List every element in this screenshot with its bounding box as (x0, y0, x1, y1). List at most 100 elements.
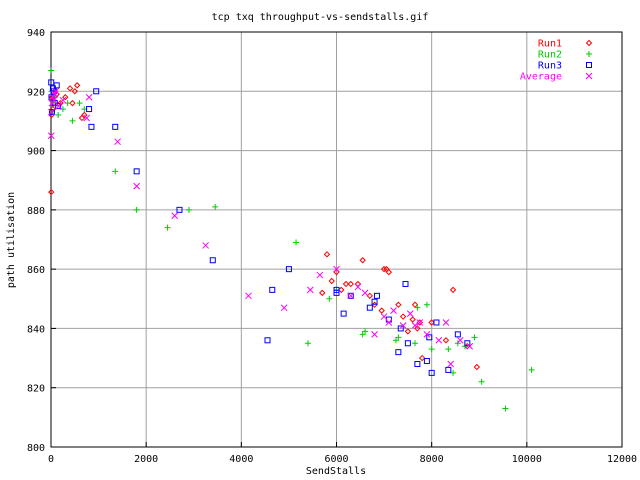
y-axis-label: path utilisation (6, 192, 17, 288)
data-point (48, 67, 55, 74)
data-point (456, 336, 464, 344)
data-point (59, 96, 67, 104)
data-point (366, 304, 373, 311)
y-tick-label: 800 (27, 443, 45, 454)
data-point (423, 301, 430, 308)
series-run3 (48, 79, 471, 376)
data-point (359, 257, 366, 264)
data-point (390, 307, 397, 314)
data-point (397, 325, 404, 332)
data-point (428, 319, 435, 326)
data-point (48, 94, 55, 101)
data-point (55, 103, 62, 110)
data-point (442, 337, 450, 344)
data-point (433, 319, 440, 326)
data-point (55, 102, 62, 110)
data-point (319, 289, 326, 297)
data-point (473, 363, 481, 371)
legend-label: Run2 (538, 50, 562, 61)
y-tick-label: 820 (27, 384, 45, 395)
data-point (293, 239, 300, 246)
legend-marker (585, 72, 593, 80)
data-point (442, 319, 450, 326)
data-point (62, 94, 69, 101)
data-point (347, 280, 354, 288)
series-run1 (48, 82, 481, 371)
data-point (212, 203, 219, 210)
x-tick-label: 8000 (420, 454, 444, 465)
data-point (464, 340, 471, 347)
axis-ticks: 0 2000 4000 6000 8000 10000 12000 800 820 840 860 8… (27, 28, 637, 465)
data-point (66, 85, 74, 92)
data-point (185, 206, 192, 213)
data-point (48, 109, 55, 116)
data-point (395, 349, 402, 356)
data-point (449, 286, 457, 294)
data-point (385, 319, 393, 326)
data-point (264, 337, 271, 344)
data-point (445, 366, 452, 373)
data-point (133, 168, 140, 175)
data-point (83, 114, 91, 122)
data-points (47, 67, 535, 412)
data-point (454, 331, 461, 338)
data-point (373, 292, 380, 299)
data-point (385, 268, 393, 276)
data-point (399, 313, 407, 320)
data-point (423, 358, 430, 365)
data-point (93, 88, 100, 95)
data-point (399, 322, 407, 329)
series-average (47, 87, 474, 368)
y-tick-label: 940 (27, 28, 45, 39)
y-tick-label: 880 (27, 206, 45, 217)
data-point (428, 346, 435, 353)
data-point (71, 88, 78, 95)
legend-label: Average (520, 72, 562, 83)
data-point (445, 346, 452, 353)
x-tick-label: 0 (48, 454, 54, 465)
data-point (435, 336, 443, 344)
data-point (171, 212, 179, 220)
x-tick-label: 12000 (607, 454, 637, 465)
data-point (86, 106, 93, 113)
data-point (428, 369, 435, 376)
data-point (269, 286, 276, 293)
data-point (418, 354, 426, 362)
data-point (88, 123, 95, 130)
data-point (414, 361, 421, 367)
y-tick-label: 900 (27, 147, 45, 158)
data-point (466, 342, 474, 350)
grid (51, 32, 622, 447)
data-point (412, 340, 419, 347)
data-point (73, 82, 81, 89)
x-tick-label: 2000 (134, 454, 158, 465)
data-point (69, 99, 76, 107)
data-point (50, 96, 58, 104)
data-point (326, 295, 333, 302)
data-point (48, 188, 55, 196)
data-point (347, 292, 354, 299)
data-point (112, 123, 119, 130)
data-point (371, 331, 378, 338)
data-point (414, 325, 421, 332)
data-point (361, 289, 369, 297)
x-tick-label: 4000 (229, 454, 253, 465)
data-point (81, 111, 88, 119)
y-tick-label: 920 (27, 87, 45, 98)
data-point (202, 242, 209, 249)
x-axis-label: SendStalls (306, 466, 366, 477)
data-point (406, 310, 414, 317)
y-tick-label: 840 (27, 324, 45, 335)
data-point (342, 280, 350, 288)
data-point (85, 93, 93, 101)
data-point (316, 271, 324, 279)
legend-label: Run1 (538, 39, 562, 50)
data-point (306, 286, 314, 294)
data-point (333, 286, 340, 293)
data-point (304, 340, 311, 347)
data-point (362, 328, 369, 335)
data-point (371, 298, 378, 305)
chart-title: tcp txq throughput-vs-sendstalls.gif (212, 12, 429, 23)
